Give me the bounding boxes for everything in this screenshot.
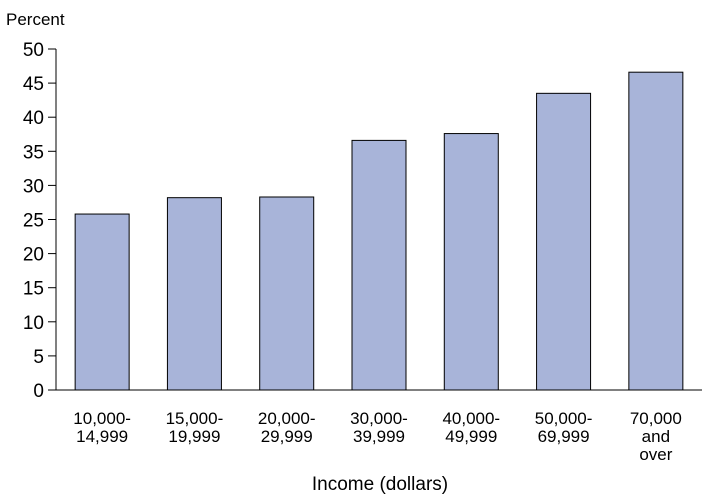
bar bbox=[166, 197, 222, 391]
y-tick-label: 50 bbox=[23, 40, 44, 61]
y-tick-label: 20 bbox=[23, 245, 44, 266]
x-tick-label: 20,000- bbox=[258, 409, 316, 428]
x-axis-label: Income (dollars) bbox=[312, 474, 448, 495]
x-tick-label: 39,999 bbox=[353, 427, 405, 446]
y-axis-label: Percent bbox=[6, 10, 65, 29]
bar bbox=[628, 71, 684, 391]
x-tick-label: 40,000- bbox=[442, 409, 500, 428]
y-axis: 0 5 10 15 20 25 30 35 40 45 50 bbox=[23, 40, 57, 402]
bar bbox=[351, 139, 407, 391]
y-tick-label: 15 bbox=[23, 279, 44, 300]
x-axis: 10,000-14,999 15,000-19,999 20,000-29,999 3… bbox=[56, 389, 702, 464]
y-tick-label: 25 bbox=[23, 211, 44, 232]
x-tick-label: over bbox=[639, 445, 672, 464]
y-tick-label: 30 bbox=[23, 176, 44, 197]
bar bbox=[74, 213, 130, 391]
y-tick-label: 35 bbox=[23, 142, 44, 163]
bar bbox=[536, 92, 592, 391]
x-tick-label: 69,999 bbox=[538, 427, 590, 446]
y-tick-label: 45 bbox=[23, 74, 44, 95]
x-tick-label: and bbox=[642, 427, 670, 446]
x-tick-label: 30,000- bbox=[350, 409, 408, 428]
x-tick-label: 19,999 bbox=[168, 427, 220, 446]
bar bbox=[259, 196, 315, 391]
x-tick-label: 70,000 bbox=[630, 409, 682, 428]
x-tick-label: 10,000- bbox=[73, 409, 131, 428]
bars bbox=[74, 71, 684, 391]
y-tick-label: 5 bbox=[33, 347, 44, 368]
y-tick-label: 10 bbox=[23, 313, 44, 334]
y-tick-label: 40 bbox=[23, 108, 44, 129]
x-tick-label: 15,000- bbox=[166, 409, 224, 428]
bar bbox=[443, 133, 499, 391]
x-tick-label: 29,999 bbox=[261, 427, 313, 446]
y-tick-label: 0 bbox=[33, 381, 44, 402]
x-tick-label: 49,999 bbox=[445, 427, 497, 446]
x-tick-label: 50,000- bbox=[535, 409, 593, 428]
x-tick-label: 14,999 bbox=[76, 427, 128, 446]
